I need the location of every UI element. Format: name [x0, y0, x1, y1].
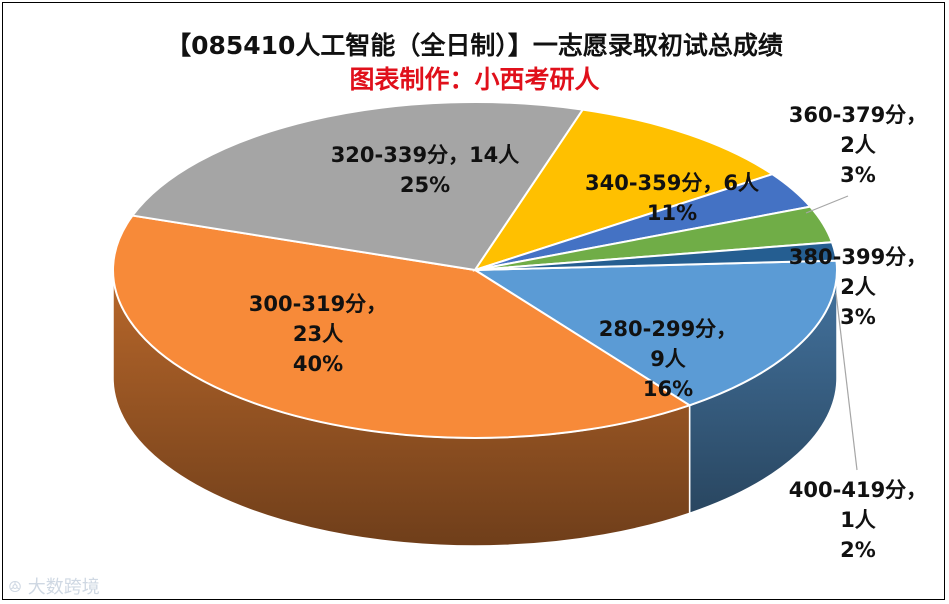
- data-label-line: 3%: [840, 305, 876, 329]
- data-label-400-419分: 400-419分， 1人 2%: [789, 478, 927, 562]
- data-label-line: 340-359分，6人: [585, 171, 759, 195]
- leader-line-360-379分: [805, 195, 849, 214]
- data-label-line: 280-299分，: [599, 317, 737, 341]
- data-label-line: 2人: [840, 133, 876, 157]
- data-label-line: 3%: [840, 163, 876, 187]
- data-label-300-319分: 300-319分， 23人 40%: [249, 292, 387, 376]
- data-label-360-379分: 360-379分， 2人 3%: [789, 103, 927, 187]
- slice-labels: 280-299分， 9人 16% 300-319分， 23人 40% 320-339分，14…: [249, 103, 927, 562]
- slice-320-339分: [130, 101, 585, 272]
- data-label-line: 300-319分，: [249, 292, 387, 316]
- data-label-line: 2人: [840, 275, 876, 299]
- data-label-line: 11%: [647, 201, 697, 225]
- watermark-text: 大数跨境: [27, 577, 100, 598]
- data-label-line: 400-419分，: [789, 478, 927, 502]
- data-label-line: 2%: [840, 538, 876, 562]
- data-label-340-359分: 340-359分，6人 11%: [585, 171, 759, 225]
- data-label-380-399分: 380-399分， 2人 3%: [789, 245, 927, 329]
- data-label-line: 1人: [840, 508, 876, 532]
- data-label-line: 40%: [293, 352, 343, 376]
- data-label-line: 23人: [293, 322, 343, 346]
- watermark-logo-icon: ꔮ: [8, 577, 28, 598]
- watermark: ꔮ 大数跨境: [8, 573, 100, 599]
- data-label-280-299分: 280-299分， 9人 16%: [599, 317, 737, 401]
- data-label-line: 9人: [650, 347, 686, 371]
- slice-300-319分: [112, 214, 692, 439]
- leader-lines: [805, 195, 858, 471]
- data-label-line: 320-339分，14人: [331, 143, 520, 167]
- chart-subtitle: 图表制作：小西考研人: [349, 65, 600, 94]
- data-label-320-339分: 320-339分，14人 25%: [331, 143, 520, 197]
- data-label-line: 380-399分，: [789, 245, 927, 269]
- slice-340-359分: [472, 108, 775, 272]
- data-label-line: 360-379分，: [789, 103, 927, 127]
- data-label-line: 25%: [400, 173, 450, 197]
- slice-280-299分: [471, 259, 838, 407]
- pie-slices: [112, 101, 838, 439]
- leader-line-400-419分: [835, 292, 858, 471]
- chart-title: 【085410人工智能（全日制）】一志愿录取初试总成绩: [166, 31, 783, 60]
- slice-400-419分: [474, 241, 838, 271]
- data-label-line: 16%: [643, 377, 693, 401]
